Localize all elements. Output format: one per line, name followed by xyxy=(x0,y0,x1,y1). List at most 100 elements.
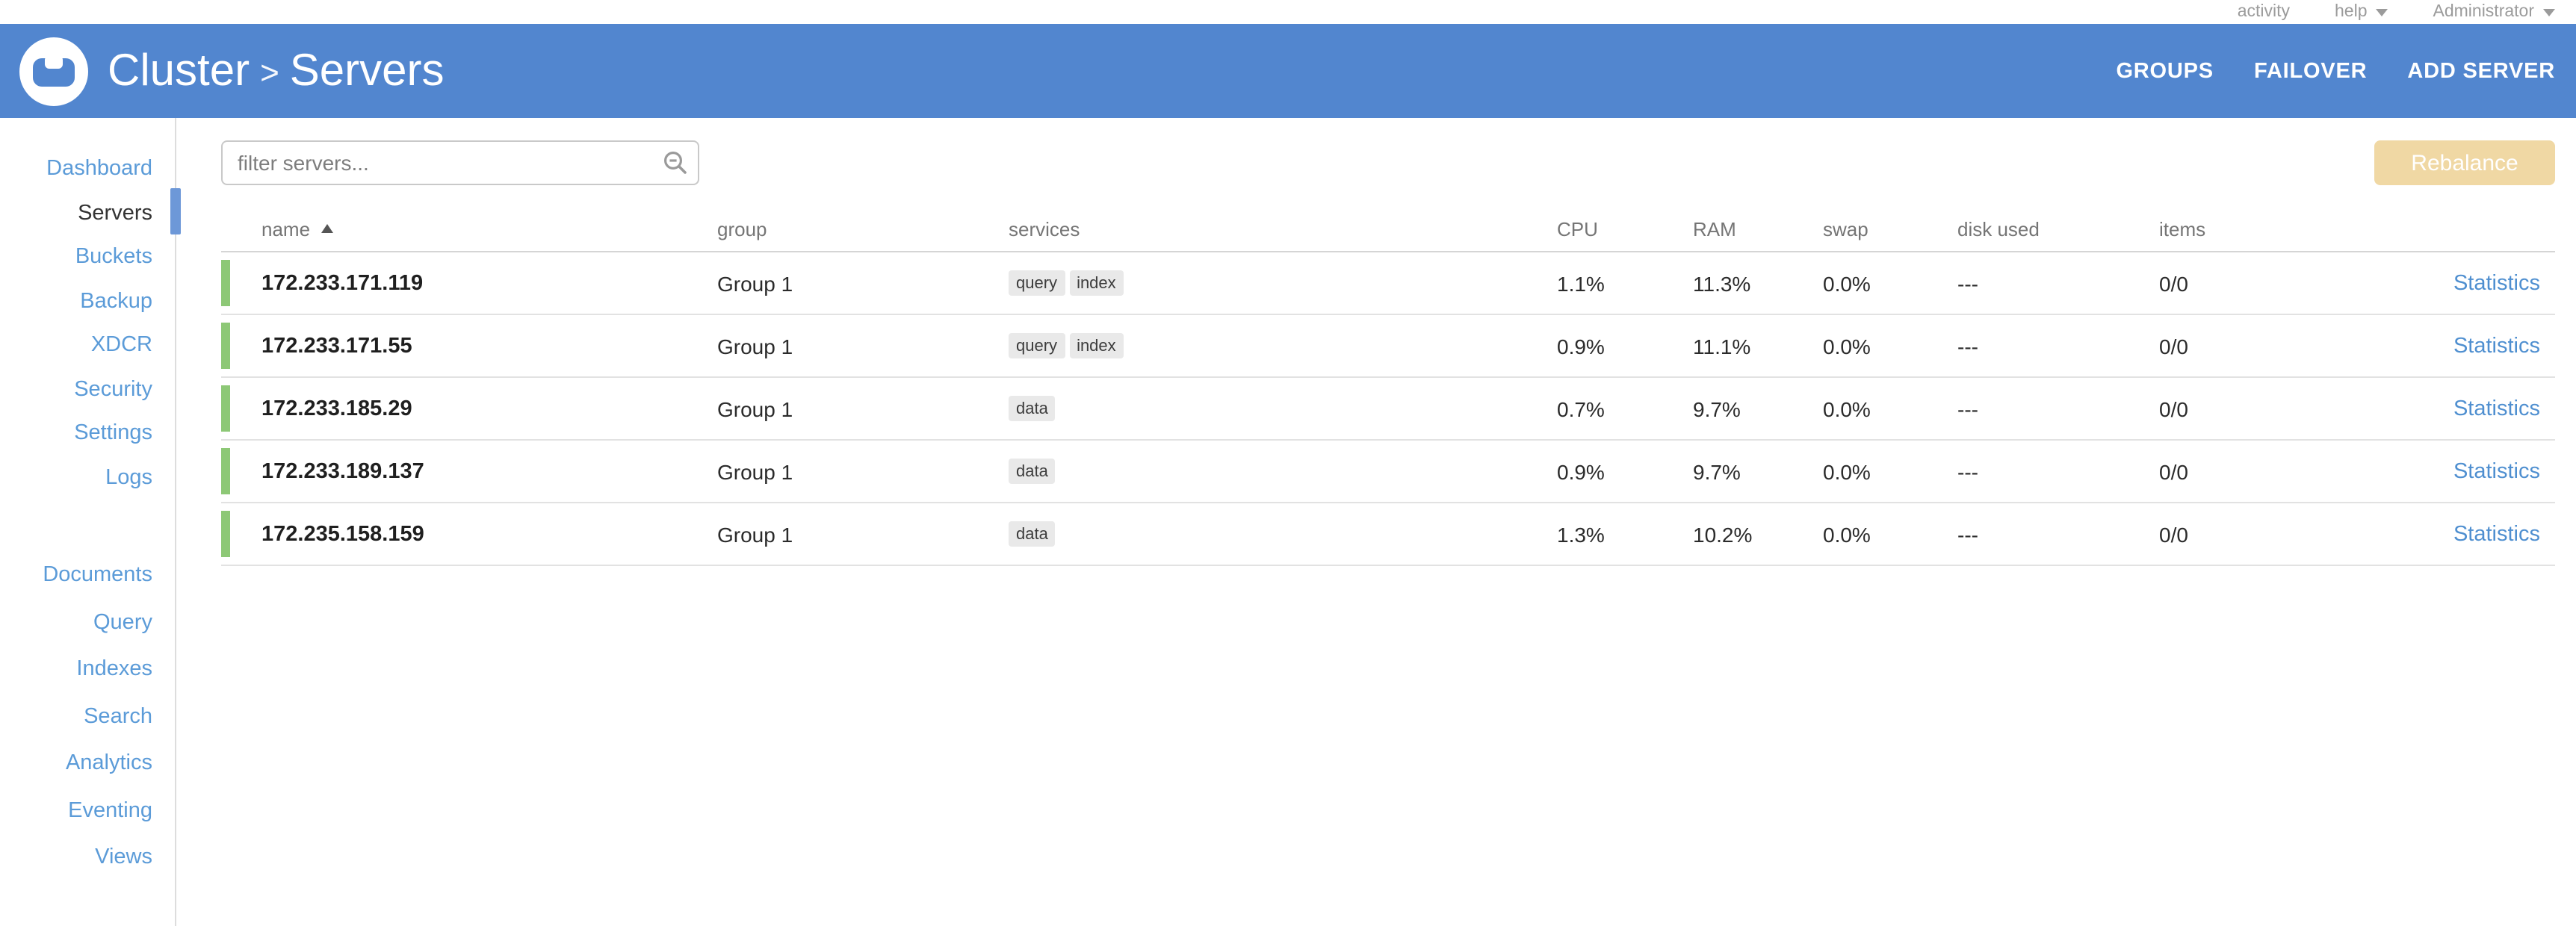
server-name: 172.233.185.29 xyxy=(261,397,412,420)
service-badge: data xyxy=(1009,459,1056,484)
server-ram: 9.7% xyxy=(1693,397,1741,420)
server-health-indicator xyxy=(221,448,230,494)
couchbase-logo-icon xyxy=(19,37,88,105)
statistics-link[interactable]: Statistics xyxy=(2453,397,2540,421)
sidebar-item-security[interactable]: Security xyxy=(74,377,152,401)
breadcrumb-section: Cluster xyxy=(108,46,250,95)
sidebar-item-search[interactable]: Search xyxy=(84,704,152,728)
service-badges: data xyxy=(1009,521,1557,547)
server-health-indicator xyxy=(221,511,230,557)
sidebar-item-servers[interactable]: Servers xyxy=(78,201,152,225)
server-group: Group 1 xyxy=(717,334,793,358)
server-group: Group 1 xyxy=(717,522,793,546)
sidebar-item-buckets[interactable]: Buckets xyxy=(75,245,152,269)
servers-panel: Rebalance name group services CPU RAM sw… xyxy=(221,118,2555,566)
sidebar-item-settings[interactable]: Settings xyxy=(74,421,152,445)
server-name: 172.233.171.119 xyxy=(261,271,424,295)
sidebar-item-xdcr[interactable]: XDCR xyxy=(90,333,152,357)
sidebar-item-indexes[interactable]: Indexes xyxy=(76,657,152,681)
sidebar-item-eventing[interactable]: Eventing xyxy=(68,798,152,822)
sidebar-item-views[interactable]: Views xyxy=(95,845,152,869)
table-row[interactable]: 172.233.171.119 Group 1 query index 1.1%… xyxy=(221,252,2555,315)
caret-down-icon xyxy=(2543,8,2555,16)
server-cpu: 1.1% xyxy=(1557,271,1605,295)
search-icon xyxy=(664,152,687,174)
server-disk-used: --- xyxy=(1957,271,1978,295)
sidebar-item-query[interactable]: Query xyxy=(93,610,152,634)
activity-link[interactable]: activity xyxy=(2237,3,2290,21)
server-health-indicator xyxy=(221,323,230,369)
service-badges: data xyxy=(1009,459,1557,484)
user-menu-label: Administrator xyxy=(2433,3,2535,21)
sidebar-item-documents[interactable]: Documents xyxy=(43,563,152,587)
failover-button[interactable]: FAILOVER xyxy=(2253,59,2368,83)
column-header-services: services xyxy=(1009,217,1080,240)
server-disk-used: --- xyxy=(1957,522,1978,546)
server-name: 172.233.189.137 xyxy=(261,459,424,483)
caret-down-icon xyxy=(2376,8,2388,16)
server-health-indicator xyxy=(221,385,230,432)
server-swap: 0.0% xyxy=(1823,522,1871,546)
server-name: 172.235.158.159 xyxy=(261,522,424,546)
sidebar-item-backup[interactable]: Backup xyxy=(80,289,152,313)
statistics-link[interactable]: Statistics xyxy=(2453,335,2540,358)
server-swap: 0.0% xyxy=(1823,334,1871,358)
service-badge: index xyxy=(1069,270,1124,296)
server-disk-used: --- xyxy=(1957,334,1978,358)
breadcrumb-separator: > xyxy=(260,53,279,90)
service-badge: index xyxy=(1069,333,1124,358)
table-row[interactable]: 172.235.158.159 Group 1 data 1.3% 10.2% … xyxy=(221,503,2555,566)
service-badges: query index xyxy=(1009,333,1557,358)
server-cpu: 0.9% xyxy=(1557,334,1605,358)
column-header-swap: swap xyxy=(1823,217,1868,240)
column-header-cpu: CPU xyxy=(1557,217,1598,240)
column-header-group: group xyxy=(717,217,767,240)
filter-field-wrap xyxy=(221,140,699,185)
server-group: Group 1 xyxy=(717,271,793,295)
sidebar-nav: Dashboard Servers Buckets Backup XDCR Se… xyxy=(0,118,181,926)
column-header-disk-used: disk used xyxy=(1957,217,2040,240)
table-row[interactable]: 172.233.171.55 Group 1 query index 0.9% … xyxy=(221,315,2555,378)
table-row[interactable]: 172.233.189.137 Group 1 data 0.9% 9.7% 0… xyxy=(221,441,2555,503)
service-badge: query xyxy=(1009,333,1065,358)
server-items: 0/0 xyxy=(2159,459,2188,483)
sort-ascending-icon xyxy=(321,224,333,233)
server-disk-used: --- xyxy=(1957,459,1978,483)
app-header: Cluster > Servers GROUPS FAILOVER ADD SE… xyxy=(0,24,2576,118)
service-badge: data xyxy=(1009,396,1056,421)
filter-servers-input[interactable] xyxy=(221,140,699,185)
topbar: activity help Administrator xyxy=(0,0,2576,24)
sidebar-item-dashboard[interactable]: Dashboard xyxy=(46,157,152,181)
service-badge: query xyxy=(1009,270,1065,296)
help-menu-label: help xyxy=(2335,3,2368,21)
statistics-link[interactable]: Statistics xyxy=(2453,460,2540,484)
help-menu[interactable]: help xyxy=(2335,3,2388,21)
breadcrumb-page: Servers xyxy=(289,46,445,95)
active-nav-indicator xyxy=(170,188,181,234)
statistics-link[interactable]: Statistics xyxy=(2453,523,2540,547)
sidebar-item-logs[interactable]: Logs xyxy=(105,465,152,489)
server-name: 172.233.171.55 xyxy=(261,334,412,358)
server-ram: 10.2% xyxy=(1693,522,1753,546)
service-badges: query index xyxy=(1009,270,1557,296)
header-actions: GROUPS FAILOVER ADD SERVER xyxy=(2116,59,2576,83)
column-header-items: items xyxy=(2159,217,2206,240)
table-row[interactable]: 172.233.185.29 Group 1 data 0.7% 9.7% 0.… xyxy=(221,378,2555,441)
statistics-link[interactable]: Statistics xyxy=(2453,272,2540,296)
server-cpu: 0.9% xyxy=(1557,459,1605,483)
sidebar-item-analytics[interactable]: Analytics xyxy=(65,751,152,775)
server-ram: 11.3% xyxy=(1693,271,1751,295)
server-swap: 0.0% xyxy=(1823,271,1871,295)
groups-button[interactable]: GROUPS xyxy=(2116,59,2214,83)
server-ram: 9.7% xyxy=(1693,459,1741,483)
server-health-indicator xyxy=(221,260,230,306)
column-header-name[interactable]: name xyxy=(261,217,717,240)
server-items: 0/0 xyxy=(2159,334,2188,358)
page-title: Cluster > Servers xyxy=(108,46,445,96)
column-header-ram: RAM xyxy=(1693,217,1736,240)
rebalance-button[interactable]: Rebalance xyxy=(2374,140,2555,185)
add-server-button[interactable]: ADD SERVER xyxy=(2407,59,2555,83)
user-menu[interactable]: Administrator xyxy=(2433,3,2555,21)
server-cpu: 1.3% xyxy=(1557,522,1605,546)
